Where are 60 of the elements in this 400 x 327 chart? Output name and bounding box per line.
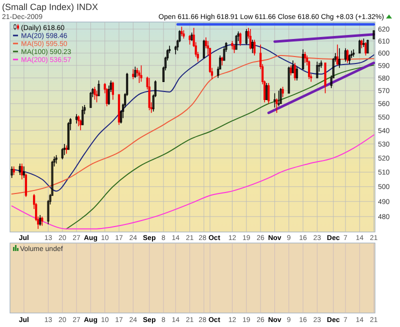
candlestick xyxy=(346,49,349,64)
candlestick xyxy=(364,42,367,56)
candlestick xyxy=(148,78,150,111)
candlestick xyxy=(67,122,70,150)
candlestick xyxy=(77,115,80,127)
candlestick xyxy=(202,39,205,58)
candlestick xyxy=(132,68,134,80)
candlestick xyxy=(98,80,100,96)
candlestick xyxy=(249,28,252,50)
candlestick xyxy=(138,70,140,84)
candlestick xyxy=(304,51,306,64)
candlestick xyxy=(282,86,284,98)
chart-title: (Small Cap Index) INDX xyxy=(2,2,98,12)
candlestick xyxy=(344,48,347,62)
candlestick xyxy=(336,44,338,66)
candlestick xyxy=(112,81,114,100)
candlestick xyxy=(366,39,369,54)
candlestick xyxy=(266,82,268,100)
line-series xyxy=(66,64,374,230)
candlestick xyxy=(278,90,280,107)
candlestick xyxy=(296,66,298,81)
candlestick xyxy=(316,61,318,78)
candlestick xyxy=(276,98,278,114)
candlestick xyxy=(268,82,270,104)
candlestick xyxy=(20,163,23,180)
candlestick xyxy=(180,26,183,37)
candlestick xyxy=(338,48,340,68)
candlestick xyxy=(63,144,66,156)
candlestick xyxy=(292,60,294,74)
candlestick xyxy=(188,34,191,45)
candlestick xyxy=(134,66,136,78)
candlestick xyxy=(39,214,42,226)
candlestick xyxy=(90,92,92,108)
candlestick xyxy=(61,148,64,160)
candlestick xyxy=(41,216,44,226)
candlestick xyxy=(94,86,96,100)
candlestick xyxy=(290,64,292,76)
candlestick xyxy=(251,39,254,54)
candlestick xyxy=(288,66,290,94)
candlestick xyxy=(274,92,276,108)
candlestick xyxy=(96,90,98,103)
candlestick xyxy=(245,28,248,45)
candlestick xyxy=(80,119,82,131)
candlestick xyxy=(235,34,238,50)
candlestick xyxy=(140,64,142,82)
candlestick xyxy=(18,163,21,176)
candlestick xyxy=(294,62,296,81)
line-series xyxy=(11,134,374,230)
candlestick xyxy=(302,49,304,70)
candlestick xyxy=(82,106,84,126)
candlestick xyxy=(280,88,282,104)
candlestick xyxy=(75,114,78,124)
candlestick xyxy=(24,173,28,198)
candlestick xyxy=(358,39,361,54)
candlestick xyxy=(22,166,26,178)
candlestick xyxy=(10,166,13,178)
candlestick xyxy=(253,39,256,56)
candlestick xyxy=(239,32,242,46)
candlestick xyxy=(348,54,351,65)
candlestick xyxy=(324,62,326,94)
